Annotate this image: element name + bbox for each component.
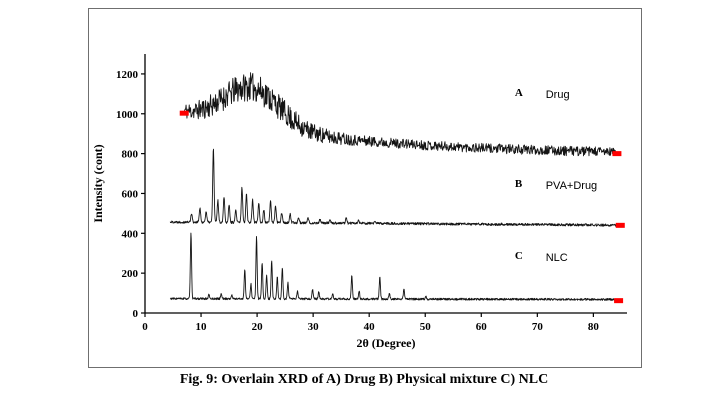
series-letter-C: C (515, 250, 523, 262)
x-tick-label: 60 (476, 321, 488, 333)
y-tick-label: 800 (122, 149, 139, 161)
x-tick-label: 30 (308, 321, 320, 333)
y-tick-label: 400 (122, 228, 139, 240)
trace-A-red-marker (612, 151, 622, 157)
trace-C-red-marker (614, 298, 624, 304)
figure-caption: Fig. 9: Overlain XRD of A) Drug B) Physi… (179, 372, 549, 387)
xrd-trace-B (169, 148, 617, 227)
series-label-B: PVA+Drug (546, 180, 597, 192)
y-tick-label: 1200 (116, 69, 139, 81)
y-axis-title: Intensity (cont) (91, 144, 105, 222)
trace-B-red-marker (615, 222, 625, 228)
xrd-trace-A (184, 72, 617, 157)
series-label-C: NLC (546, 252, 568, 264)
y-tick-label: 1000 (116, 109, 139, 121)
trace-A-red-marker (179, 110, 189, 116)
x-tick-label: 70 (532, 321, 544, 333)
xrd-trace-C (169, 232, 617, 301)
y-tick-label: 200 (122, 268, 139, 280)
series-letter-A: A (515, 87, 523, 99)
x-tick-label: 40 (364, 321, 376, 333)
series-label-A: Drug (546, 89, 570, 101)
x-tick-label: 20 (252, 321, 264, 333)
y-tick-label: 600 (122, 188, 139, 200)
y-tick-label: 0 (133, 308, 139, 320)
x-axis-title: 2θ (Degree) (356, 336, 415, 350)
xrd-chart: 0 200 400 600 800 1000 1200 0 10 20 30 40 50 60 70 80 2θ… (91, 54, 627, 350)
x-tick-label: 50 (420, 321, 432, 333)
x-tick-label: 80 (588, 321, 600, 333)
xrd-figure-box: 0 200 400 600 800 1000 1200 0 10 20 30 40 50 60 70 80 2θ… (88, 8, 642, 368)
series-letter-B: B (515, 178, 523, 190)
x-tick-label: 0 (142, 321, 148, 333)
x-tick-label: 10 (196, 321, 208, 333)
